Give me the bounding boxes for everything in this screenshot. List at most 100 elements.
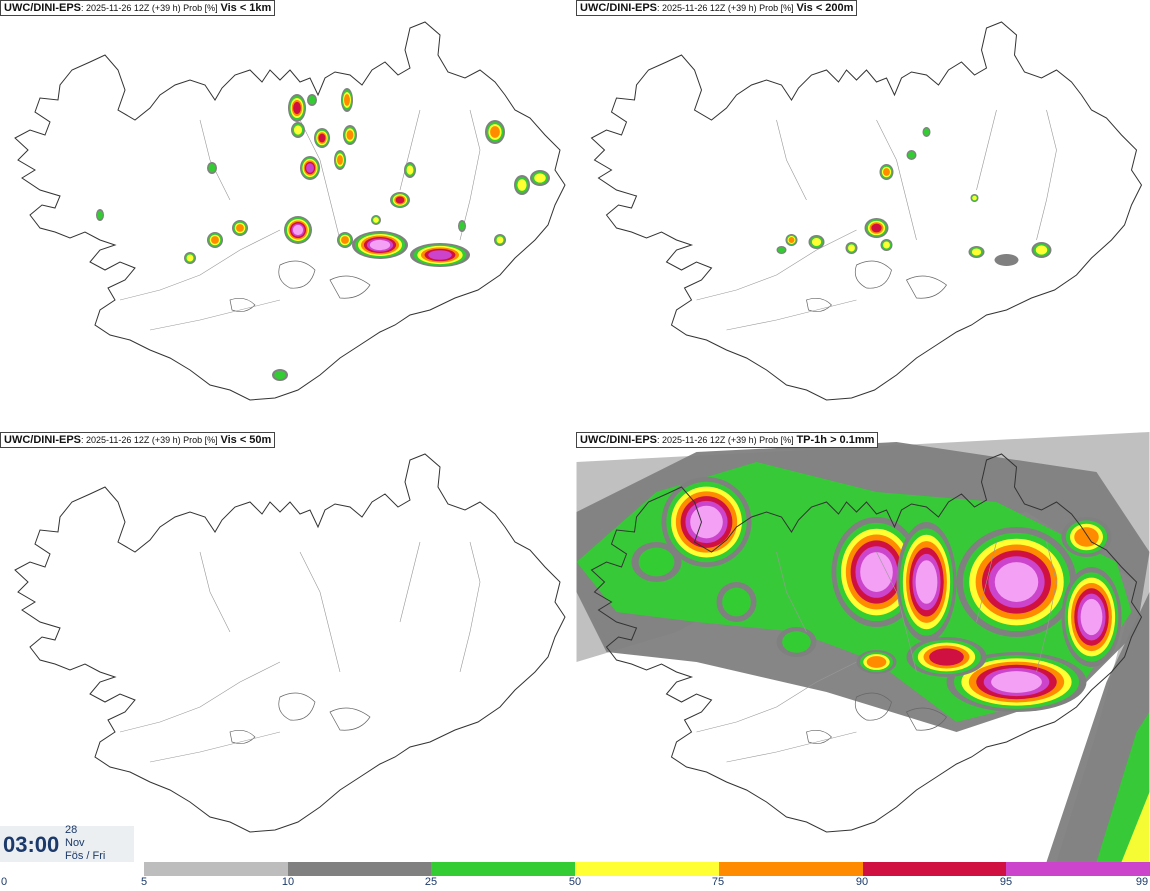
probability-contour [848,244,855,252]
colorbar-bin-90-95 [862,862,1007,876]
probability-contour [308,95,316,105]
probability-contour [236,224,244,232]
colorbar-bin-75-90 [718,862,863,876]
probability-contour [722,587,751,617]
lake-outline [229,298,256,312]
probability-contour [346,130,354,140]
probability-contour [788,237,795,243]
iceland-map-vis-50m [14,453,566,833]
probability-contour [490,126,500,138]
colorbar-bin-50-75 [575,862,719,876]
region-boundary [299,119,341,241]
iceland-coastline [590,453,1143,833]
region-boundary [459,541,481,673]
probability-contour [293,101,301,115]
probability-colorbar [144,862,1150,876]
probability-contour [871,223,882,233]
map-panel-vis-50m: UWC/DINI-EPS: 2025-11-26 12Z (+39 h) Pro… [0,432,573,862]
region-boundary [399,541,421,623]
valid-time-box: 03:00 28 Nov Fös / Fri [0,824,134,863]
lake-outline [329,275,371,299]
region-boundary [459,109,481,241]
colorbar-tick: 90 [855,876,869,888]
probability-contour [318,133,326,143]
probability-contour [811,237,822,247]
colorbar-bin-95-99 [1006,862,1150,876]
region-boundary [119,661,281,733]
region-boundary [299,551,341,673]
region-boundary [1036,109,1057,241]
iceland-map-vis-200m [590,21,1143,401]
region-boundary [696,661,857,733]
valid-date: 28 Nov Fös / Fri [65,824,105,863]
colorbar-tick: 75 [711,876,725,888]
valid-month: Nov [65,837,85,849]
region-boundary [776,119,807,201]
lake-outline [906,275,947,299]
region-boundary [876,119,917,241]
region-boundary [199,119,231,201]
region-boundary [696,229,857,301]
region-boundary [776,551,807,633]
region-boundary [119,229,281,301]
iceland-coastline [14,21,566,401]
probability-contour [373,217,379,223]
lake-outline [854,260,892,289]
colorbar-tick: 50 [568,876,582,888]
map-panel-vis-1km: UWC/DINI-EPS: 2025-11-26 12Z (+39 h) Pro… [0,0,573,430]
precip-field [1121,792,1150,862]
probability-contour [991,671,1042,693]
map-panel-vis-200m: UWC/DINI-EPS: 2025-11-26 12Z (+39 h) Pro… [576,0,1150,430]
probability-contour [915,560,938,604]
region-boundary [726,731,857,763]
map-panel-precip: UWC/DINI-EPS: 2025-11-26 12Z (+39 h) Pro… [576,432,1150,862]
probability-contour [428,250,452,260]
probability-contour [972,195,977,201]
probability-contour [866,656,887,668]
panel-title: UWC/DINI-EPS: 2025-11-26 12Z (+39 h) Pro… [0,432,276,448]
probability-contour [208,163,216,173]
region-boundary [399,109,421,191]
iceland-map-vis-1km [14,21,566,401]
lake-outline [854,692,892,721]
probability-contour [1074,527,1099,547]
probability-contour [211,236,219,244]
probability-contour [292,224,304,236]
region-boundary [199,551,231,633]
probability-contour [293,125,303,135]
lake-outline [329,707,371,731]
colorbar-bin-10-25 [287,862,432,876]
region-boundary [976,541,997,623]
colorbar-tick: 99 [1135,876,1149,888]
panel-title: UWC/DINI-EPS: 2025-11-26 12Z (+39 h) Pro… [0,0,276,16]
probability-contour [97,210,103,220]
valid-day: 28 [65,824,78,836]
probability-contour [777,247,786,253]
region-boundary [976,109,997,191]
valid-time: 03:00 [3,832,60,857]
probability-contour [337,155,343,165]
probability-contour [907,151,916,159]
valid-weekday: Fös / Fri [65,850,106,862]
lake-outline [278,260,316,289]
probability-contour [186,254,194,262]
iceland-map-precip [576,432,1150,862]
probability-contour [883,241,890,249]
region-boundary [876,551,917,673]
probability-contour [517,179,527,191]
panel-title: UWC/DINI-EPS: 2025-11-26 12Z (+39 h) Pro… [576,432,879,448]
panel-title: UWC/DINI-EPS: 2025-11-26 12Z (+39 h) Pro… [576,0,858,16]
colorbar-ticks: 0 5 10 25 50 75 90 95 99 [0,876,1150,891]
colorbar-tick: 95 [999,876,1013,888]
probability-contour [1080,598,1103,636]
probability-contour [923,128,930,136]
probability-contour [534,173,546,183]
probability-contour [1035,245,1048,255]
lake-outline [278,692,316,721]
lake-outline [906,707,947,731]
colorbar-tick: 0 [0,876,8,888]
probability-contour [782,631,811,653]
probability-contour [971,248,982,256]
probability-contour [369,239,391,251]
lake-outline [229,730,256,744]
